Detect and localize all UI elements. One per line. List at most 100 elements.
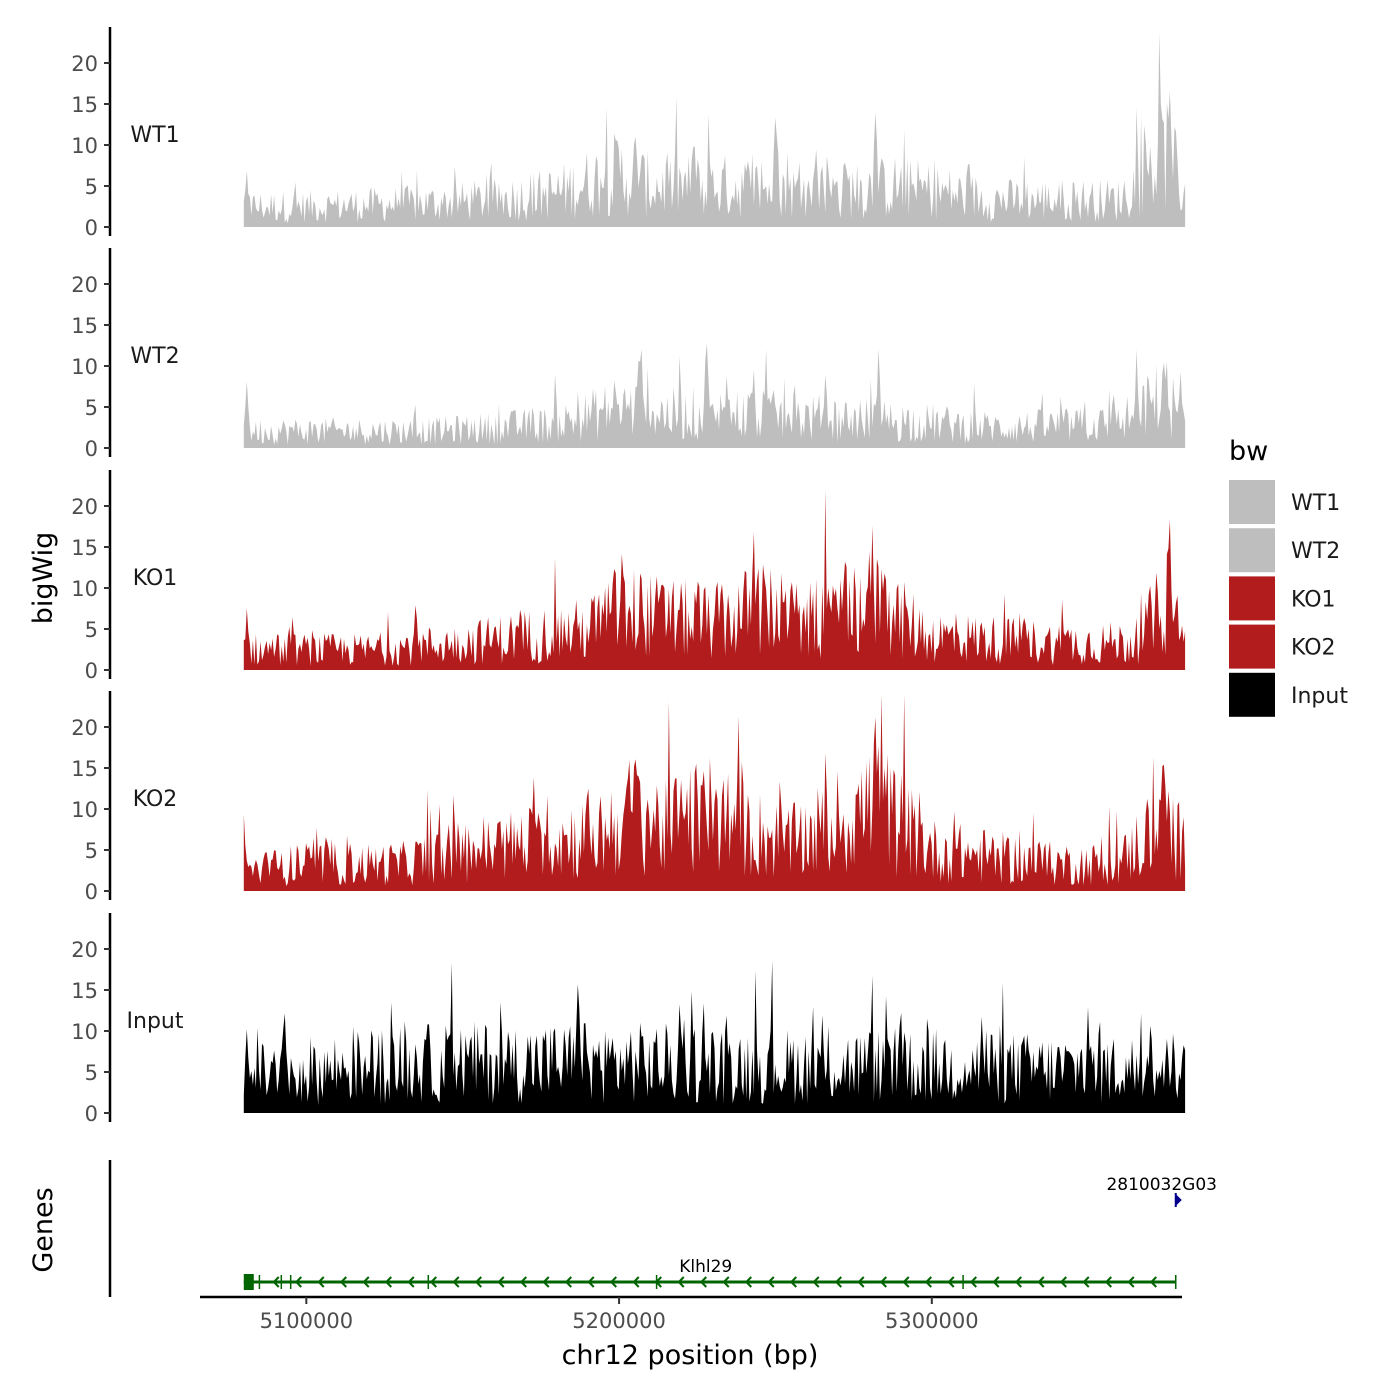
strand-arrow: [1014, 1276, 1022, 1288]
y-tick-label: 10: [71, 577, 98, 601]
y-tick-label: 5: [85, 618, 98, 642]
legend-swatch-wt1: [1229, 480, 1275, 524]
gene-label: Klhl29: [679, 1257, 732, 1277]
strand-arrow: [969, 1276, 977, 1288]
strand-arrow: [1082, 1276, 1090, 1288]
y-tick-label: 20: [71, 273, 98, 297]
track-label: KO1: [133, 566, 178, 591]
strand-arrow: [699, 1276, 707, 1288]
strand-arrow: [587, 1276, 595, 1288]
strand-arrow: [947, 1276, 955, 1288]
y-tick-label: 20: [71, 52, 98, 76]
strand-arrow: [519, 1276, 527, 1288]
coverage-area-ko2: [243, 694, 1186, 891]
y-tick-label: 20: [71, 495, 98, 519]
track-label: WT2: [130, 344, 179, 369]
strand-arrow: [812, 1276, 820, 1288]
coverage-area-input: [243, 960, 1186, 1113]
y-tick-label: 20: [71, 716, 98, 740]
x-axis: 5100000 5200000 5300000: [200, 1295, 1182, 1333]
y-tick-label: 15: [71, 93, 98, 117]
strand-arrow: [992, 1276, 1000, 1288]
legend-label-ko2: KO2: [1291, 636, 1336, 661]
strand-arrow: [632, 1276, 640, 1288]
track-input: 0 5 10 15 20 Input: [71, 913, 1186, 1126]
strand-arrow: [452, 1276, 460, 1288]
gene-label: 2810032G03: [1106, 1175, 1217, 1195]
y-tick-label: 5: [85, 839, 98, 863]
track-label: WT1: [130, 123, 179, 148]
legend-label-input: Input: [1291, 684, 1348, 709]
legend-title: bw: [1229, 436, 1268, 467]
y-tick-label: 10: [71, 798, 98, 822]
strand-arrow: [429, 1276, 437, 1288]
legend-swatch-ko1: [1229, 576, 1275, 621]
legend-label-wt1: WT1: [1291, 491, 1340, 516]
strand-arrow: [1149, 1276, 1157, 1288]
y-tick-label: 0: [85, 437, 98, 461]
y-tick-label: 0: [85, 1102, 98, 1126]
x-tick-label: 5200000: [572, 1309, 666, 1333]
track-wt1: 0 5 10 15 20 WT1: [71, 27, 1186, 240]
y-tick-label: 0: [85, 216, 98, 240]
strand-arrow: [497, 1276, 505, 1288]
y-tick-label: 20: [71, 938, 98, 962]
track-label: KO2: [133, 787, 178, 812]
strand-arrow: [1127, 1276, 1135, 1288]
y-tick-label: 5: [85, 396, 98, 420]
strand-arrow: [654, 1276, 662, 1288]
strand-arrow: [609, 1276, 617, 1288]
gene-2810032g03: 2810032G03: [1106, 1175, 1217, 1207]
legend: bw WT1 WT2 KO1 KO2 Input: [1229, 436, 1348, 717]
strand-arrow: [879, 1276, 887, 1288]
strand-arrow: [564, 1276, 572, 1288]
legend-swatch-input: [1229, 672, 1275, 717]
track-label: Input: [127, 1009, 184, 1034]
strand-arrow: [1037, 1276, 1045, 1288]
strand-arrow: [294, 1276, 302, 1288]
coverage-area-wt2: [243, 343, 1186, 448]
strand-arrow: [272, 1276, 280, 1288]
y-tick-label: 15: [71, 757, 98, 781]
strand-arrow: [407, 1276, 415, 1288]
strand-arrow: [677, 1276, 685, 1288]
legend-swatch-ko2: [1229, 624, 1275, 669]
strand-arrow: [789, 1276, 797, 1288]
track-wt2: 0 5 10 15 20 WT2: [71, 248, 1186, 461]
strand-arrow: [744, 1276, 752, 1288]
y-tick-label: 0: [85, 659, 98, 683]
x-tick-label: 5100000: [260, 1309, 354, 1333]
legend-label-ko1: KO1: [1291, 587, 1336, 612]
strand-arrow: [474, 1276, 482, 1288]
track-ko2: 0 5 10 15 20 KO2: [71, 691, 1186, 904]
x-tick-label: 5300000: [885, 1309, 979, 1333]
genes-track: Klhl29 2810032G03: [108, 1160, 1217, 1297]
strand-arrow: [767, 1276, 775, 1288]
y-tick-label: 0: [85, 880, 98, 904]
strand-arrow: [542, 1276, 550, 1288]
strand-arrow: [1104, 1276, 1112, 1288]
y-tick-label: 5: [85, 175, 98, 199]
strand-arrow: [857, 1276, 865, 1288]
strand-arrow: [924, 1276, 932, 1288]
strand-arrow: [317, 1276, 325, 1288]
strand-arrow: [834, 1276, 842, 1288]
track-ko1: 0 5 10 15 20 KO1: [71, 470, 1186, 683]
y-tick-label: 15: [71, 314, 98, 338]
bigwig-tracks: 0 5 10 15 20 WT1 0 5 10 15 20 WT2 0 5 10 15 20 KO1 0 5 10 15 2…: [71, 27, 1186, 1126]
strand-arrow: [902, 1276, 910, 1288]
strand-arrow: [384, 1276, 392, 1288]
y-tick-label: 10: [71, 1020, 98, 1044]
gene-klhl29: Klhl29: [243, 1257, 1177, 1290]
y-tick-label: 10: [71, 134, 98, 158]
coverage-area-wt1: [243, 32, 1186, 227]
strand-arrow: [1059, 1276, 1067, 1288]
x-axis-label: chr12 position (bp): [562, 1340, 819, 1371]
strand-arrow: [362, 1276, 370, 1288]
strand-arrow: [722, 1276, 730, 1288]
strand-arrow: [1175, 1194, 1182, 1206]
y-tick-label: 5: [85, 1061, 98, 1085]
genes-axis-label: Genes: [28, 1187, 59, 1272]
y-axis-label: bigWig: [28, 532, 59, 625]
